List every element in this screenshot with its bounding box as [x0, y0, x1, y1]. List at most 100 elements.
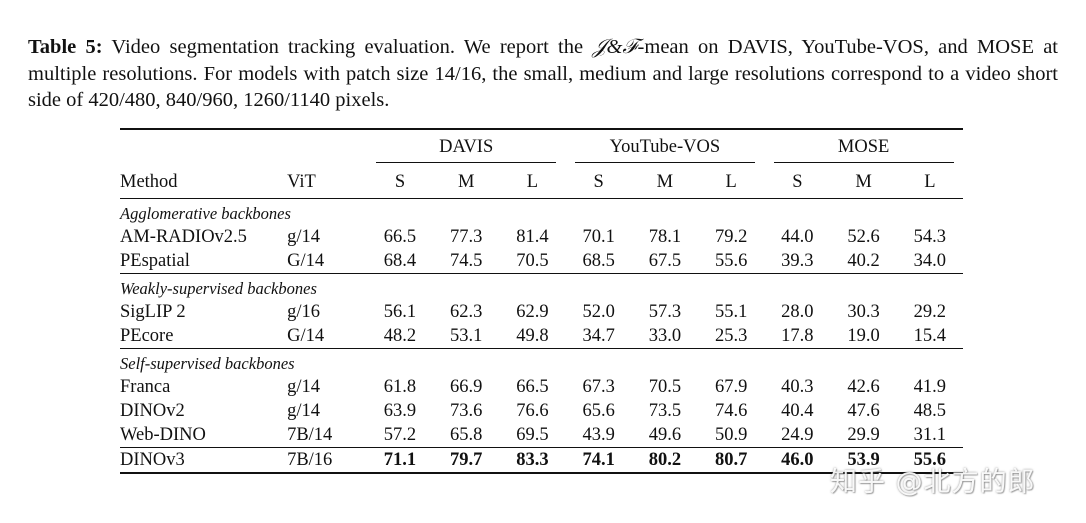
- method-cell: DINOv2: [120, 400, 185, 421]
- score-cell: 40.2: [847, 250, 880, 271]
- col-mose-l: L: [924, 171, 936, 192]
- method-cell: PEspatial: [120, 250, 190, 271]
- score-cell: 76.6: [516, 400, 549, 421]
- score-cell: 48.5: [913, 400, 947, 421]
- score-cell: 74.1: [582, 449, 615, 470]
- score-cell: 74.6: [714, 400, 748, 421]
- score-cell: 54.3: [913, 226, 947, 247]
- score-cell: 62.3: [450, 301, 483, 322]
- score-cell: 73.6: [450, 400, 483, 421]
- score-cell: 68.4: [383, 250, 417, 271]
- table-row: PEcore G/14 48.2 53.1 49.8 34.7 33.0 25.3 17.8 19…: [120, 324, 963, 349]
- score-cell: 74.5: [450, 250, 483, 271]
- score-cell: 83.3: [516, 449, 549, 470]
- vit-cell: 7B/16: [287, 449, 333, 470]
- score-cell: 71.1: [383, 449, 417, 470]
- score-cell: 67.5: [648, 250, 682, 271]
- score-cell: 19.0: [847, 325, 880, 346]
- score-cell: 56.1: [383, 301, 417, 322]
- group-mose: MOSE: [764, 130, 963, 166]
- score-cell: 43.9: [582, 424, 615, 445]
- section-title: Self-supervised backbones: [120, 354, 295, 373]
- score-cell: 79.7: [450, 449, 483, 470]
- method-cell: Web-DINO: [120, 424, 206, 445]
- score-cell: 70.5: [648, 376, 682, 397]
- score-cell: 66.5: [383, 226, 417, 247]
- score-cell: 52.6: [847, 226, 880, 247]
- section-title: Weakly-supervised backbones: [120, 279, 317, 298]
- col-method: Method: [120, 171, 178, 192]
- score-cell: 42.6: [847, 376, 880, 397]
- section-rule: [120, 198, 963, 199]
- score-cell: 77.3: [450, 226, 483, 247]
- score-cell: 33.0: [648, 325, 682, 346]
- score-cell: 73.5: [648, 400, 682, 421]
- vit-cell: G/14: [287, 325, 325, 346]
- score-cell: 25.3: [714, 325, 748, 346]
- col-vit: ViT: [287, 171, 316, 192]
- score-cell: 28.0: [781, 301, 814, 322]
- method-cell: AM-RADIOv2.5: [120, 226, 247, 247]
- vit-cell: G/14: [287, 250, 325, 271]
- vit-cell: 7B/14: [287, 424, 333, 445]
- score-cell: 61.8: [383, 376, 417, 397]
- score-cell: 34.7: [582, 325, 615, 346]
- score-cell: 79.2: [714, 226, 748, 247]
- section-header: Agglomerative backbones: [120, 199, 963, 225]
- vit-cell: g/14: [287, 400, 320, 421]
- score-cell: 52.0: [582, 301, 615, 322]
- score-cell: 67.3: [582, 376, 615, 397]
- score-cell: 62.9: [516, 301, 549, 322]
- score-cell: 49.6: [648, 424, 682, 445]
- column-header-row: Method ViT S M L S M L S M L: [120, 166, 963, 199]
- section-header: Weakly-supervised backbones: [120, 274, 963, 300]
- score-cell: 80.2: [648, 449, 682, 470]
- results-table: DAVIS YouTube-VOS MOSE Method ViT S M L …: [120, 128, 963, 475]
- score-cell: 44.0: [781, 226, 814, 247]
- col-ytvos-l: L: [725, 171, 737, 192]
- score-cell: 24.9: [781, 424, 814, 445]
- score-cell: 69.5: [516, 424, 549, 445]
- score-cell: 30.3: [847, 301, 880, 322]
- score-cell: 65.8: [450, 424, 483, 445]
- caption-text-a: Video segmentation tracking evaluation. …: [102, 36, 593, 58]
- col-mose-m: M: [855, 171, 872, 192]
- score-cell: 53.1: [450, 325, 483, 346]
- score-cell: 66.5: [516, 376, 549, 397]
- score-cell: 46.0: [781, 449, 814, 470]
- col-ytvos-m: M: [656, 171, 674, 192]
- score-cell: 57.2: [383, 424, 417, 445]
- score-cell: 53.9: [847, 449, 880, 470]
- score-cell: 57.3: [648, 301, 682, 322]
- section-header: Self-supervised backbones: [120, 349, 963, 375]
- score-cell: 55.6: [714, 250, 748, 271]
- method-cell: SigLIP 2: [120, 301, 186, 322]
- group-header-row: DAVIS YouTube-VOS MOSE: [120, 130, 963, 166]
- score-cell: 29.9: [847, 424, 880, 445]
- score-cell: 67.9: [714, 376, 748, 397]
- table-row: Franca g/14 61.8 66.9 66.5 67.3 70.5 67.9 40.3 42…: [120, 375, 963, 399]
- vit-cell: g/14: [287, 226, 320, 247]
- caption-label: Table 5:: [28, 36, 103, 58]
- score-cell: 31.1: [913, 424, 947, 445]
- table-row: PEspatial G/14 68.4 74.5 70.5 68.5 67.5 55.6 39.…: [120, 249, 963, 274]
- score-cell: 50.9: [714, 424, 748, 445]
- score-cell: 34.0: [913, 250, 947, 271]
- col-davis-m: M: [457, 171, 475, 192]
- score-cell: 17.8: [781, 325, 814, 346]
- table-row: DINOv2 g/14 63.9 73.6 76.6 65.6 73.5 74.6 40.4 47…: [120, 399, 963, 423]
- table-row: SigLIP 2 g/16 56.1 62.3 62.9 52.0 57.3 55.1 28.0…: [120, 300, 963, 324]
- score-cell: 55.1: [714, 301, 748, 322]
- final-rule: [120, 447, 963, 448]
- score-cell: 15.4: [913, 325, 947, 346]
- table-row: Web-DINO 7B/14 57.2 65.8 69.5 43.9 49.6 50.9 24.…: [120, 423, 963, 448]
- score-cell: 29.2: [913, 301, 947, 322]
- score-cell: 66.9: [450, 376, 483, 397]
- method-cell: Franca: [120, 376, 171, 397]
- vit-cell: g/16: [287, 301, 320, 322]
- score-cell: 68.5: [582, 250, 615, 271]
- table-caption: Table 5: Video segmentation tracking eva…: [28, 34, 1058, 114]
- score-cell: 41.9: [913, 376, 947, 397]
- col-ytvos-s: S: [593, 171, 604, 192]
- score-cell: 40.3: [781, 376, 814, 397]
